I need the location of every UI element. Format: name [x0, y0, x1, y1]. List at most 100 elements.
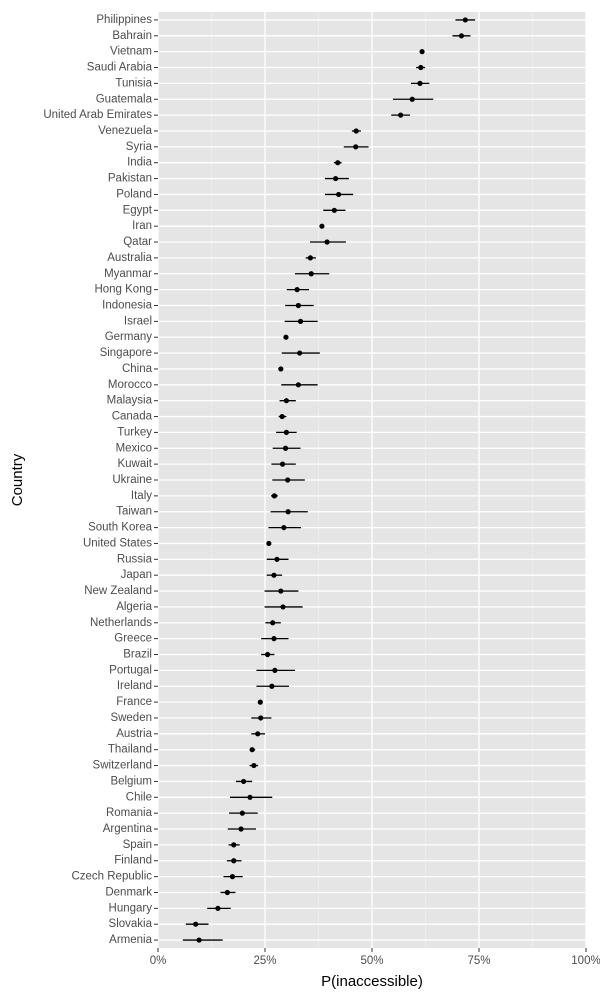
- data-point: [307, 255, 313, 261]
- data-point: [264, 651, 271, 658]
- data-point: [398, 112, 404, 118]
- y-tick-label: Morocco: [108, 379, 152, 391]
- y-tick-label: Singapore: [100, 347, 152, 359]
- y-tick-label: United States: [83, 537, 152, 549]
- y-tick-label: Slovakia: [109, 918, 153, 930]
- y-tick-label: Romania: [106, 807, 153, 819]
- x-tick-label: 50%: [360, 955, 383, 967]
- y-tick-label: Tunisia: [115, 77, 152, 89]
- y-tick-label: Israel: [124, 315, 152, 327]
- data-point: [319, 223, 325, 229]
- y-tick-label: Vietnam: [110, 46, 152, 58]
- data-point: [353, 128, 359, 134]
- y-tick-label: Iran: [132, 220, 152, 232]
- y-tick-label: Pakistan: [108, 173, 152, 185]
- data-point: [297, 318, 304, 324]
- y-tick-label: China: [122, 363, 153, 375]
- y-tick-label: Armenia: [109, 934, 152, 946]
- y-tick-label: Argentina: [103, 823, 153, 835]
- y-tick-label: Greece: [114, 633, 152, 645]
- data-point: [297, 350, 303, 356]
- data-point: [229, 874, 236, 880]
- y-tick-label: India: [127, 157, 153, 169]
- y-tick-label: Hong Kong: [94, 284, 152, 296]
- data-point: [255, 731, 261, 737]
- y-tick-label: Denmark: [105, 886, 152, 898]
- y-tick-label: Netherlands: [90, 617, 152, 629]
- data-point: [270, 620, 276, 626]
- x-axis-title: P(inaccessible): [321, 973, 423, 990]
- y-tick-label: Philippines: [96, 14, 152, 26]
- data-point: [324, 239, 330, 245]
- y-tick-label: Thailand: [108, 744, 152, 756]
- data-point: [281, 524, 287, 531]
- y-tick-label: Ireland: [117, 680, 152, 692]
- data-point: [285, 477, 291, 483]
- y-tick-label: Austria: [116, 728, 152, 740]
- data-point: [271, 636, 277, 642]
- data-marks: [182, 17, 476, 943]
- x-tick-label: 0%: [150, 955, 167, 967]
- y-tick-label: Turkey: [117, 426, 152, 438]
- y-axis-title: Country: [9, 453, 26, 506]
- y-tick-label: Poland: [116, 188, 152, 200]
- data-point: [231, 858, 237, 864]
- y-tick-label: Mexico: [116, 442, 152, 454]
- y-axis: Philippines Bahrain Vietnam Saudi Arabia Tun…: [43, 14, 158, 946]
- y-tick-label: Czech Republic: [71, 871, 152, 883]
- y-tick-label: Russia: [117, 553, 153, 565]
- data-point: [224, 889, 230, 896]
- y-tick-label: Guatemala: [96, 93, 153, 105]
- data-point: [419, 49, 425, 55]
- data-point: [335, 160, 341, 166]
- y-tick-label: Venezuela: [98, 125, 152, 137]
- data-point: [251, 762, 257, 769]
- data-point: [418, 64, 424, 71]
- y-tick-label: Kuwait: [117, 458, 152, 470]
- data-point: [279, 461, 286, 467]
- data-point: [239, 810, 245, 816]
- data-point: [295, 302, 301, 309]
- data-point: [193, 921, 199, 927]
- y-tick-label: Myanmar: [104, 268, 152, 280]
- y-tick-label: Bahrain: [112, 30, 152, 42]
- data-point: [458, 33, 465, 39]
- y-tick-label: Spain: [123, 839, 152, 851]
- y-tick-label: New Zealand: [84, 585, 152, 597]
- data-point: [258, 715, 264, 721]
- data-point: [238, 826, 244, 832]
- data-point: [278, 588, 284, 594]
- y-tick-label: Saudi Arabia: [87, 62, 153, 74]
- y-tick-label: Australia: [107, 252, 152, 264]
- data-point: [278, 366, 284, 372]
- data-point: [266, 540, 272, 547]
- y-tick-label: Indonesia: [102, 299, 152, 311]
- y-tick-label: Sweden: [110, 712, 152, 724]
- data-point: [215, 905, 221, 911]
- data-point: [282, 445, 289, 451]
- data-point: [274, 556, 280, 562]
- data-point: [283, 429, 289, 436]
- y-tick-label: Finland: [114, 855, 152, 867]
- y-tick-label: Qatar: [123, 236, 152, 248]
- data-point: [417, 80, 423, 86]
- x-axis: 0% 25% 50% 75% 100%: [150, 948, 600, 967]
- data-point: [279, 413, 285, 420]
- y-tick-label: Germany: [105, 331, 153, 343]
- y-tick-label: France: [116, 696, 152, 708]
- data-point: [271, 493, 278, 499]
- y-tick-label: Brazil: [123, 649, 152, 661]
- data-point: [283, 334, 289, 340]
- data-point: [462, 17, 468, 23]
- y-tick-label: United Arab Emirates: [43, 109, 152, 121]
- data-point: [333, 175, 339, 182]
- data-point: [269, 683, 275, 689]
- data-point: [280, 604, 286, 610]
- y-tick-label: Chile: [126, 791, 152, 803]
- data-point: [272, 667, 278, 673]
- data-point: [353, 144, 359, 150]
- y-tick-label: Japan: [121, 569, 152, 581]
- data-point: [285, 509, 291, 515]
- data-point: [336, 191, 342, 198]
